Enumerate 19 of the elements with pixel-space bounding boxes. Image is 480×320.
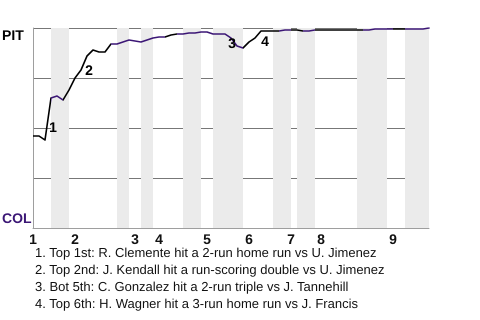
x-tick-label: 4 [155,231,164,247]
text: 3. Bot 5th: C. Gonzalez hit a 2-run triple vs J. Tannehill [35,279,348,294]
annotation: 4 [261,33,270,49]
x-tick-label: 5 [203,231,212,247]
x-tick-label: 8 [317,231,326,247]
annotation: 2 [85,62,94,78]
text: COL [2,210,32,226]
x-tick-label: 3 [131,231,140,247]
annotation: 1 [49,119,58,135]
text: PIT [2,27,24,43]
x-tick-label: 9 [389,231,398,247]
x-tick-label: 7 [287,231,296,247]
text: 4. Top 6th: H. Wagner hit a 3-run home run vs J. Francis [35,296,358,311]
annotation: 3 [228,35,236,51]
x-tick-label: 6 [245,231,254,247]
x-tick-label: 2 [71,231,80,247]
text: 2. Top 2nd: J. Kendall hit a run-scoring double vs U. Jimenez [35,262,385,277]
text: 1. Top 1st: R. Clemente hit a 2-run home run vs U. Jimenez [35,245,377,260]
x-tick-label: 1 [29,231,38,247]
